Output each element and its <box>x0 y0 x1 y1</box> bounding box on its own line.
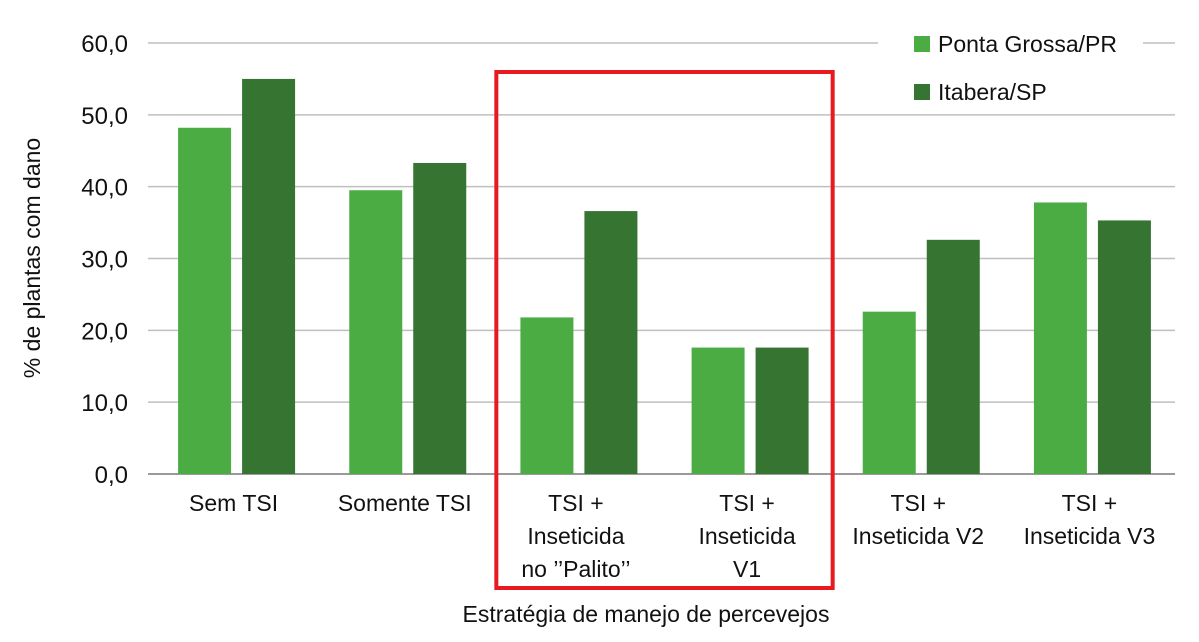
bar-ponta-grossa <box>520 317 574 474</box>
y-tick-label: 30,0 <box>81 247 128 274</box>
y-tick-label: 0,0 <box>95 462 128 489</box>
legend-swatch <box>914 36 930 52</box>
bar-ponta-grossa <box>691 347 745 474</box>
x-axis-title: Estratégia de manejo de percevejos <box>463 601 830 627</box>
highlight-box <box>494 70 835 590</box>
bar-ponta-grossa <box>862 311 916 474</box>
bar-itabera <box>926 239 980 474</box>
bar-itabera <box>584 211 638 474</box>
x-category-label: TSI + Inseticida V2 <box>852 490 984 549</box>
y-tick-label: 20,0 <box>81 318 128 345</box>
bar-ponta-grossa <box>1033 202 1087 474</box>
bar-itabera <box>413 162 467 474</box>
x-category-label: TSI + Inseticida V1 <box>698 490 795 582</box>
y-tick-label: 40,0 <box>81 175 128 202</box>
bar-ponta-grossa <box>178 127 232 474</box>
x-category-label: Somente TSI <box>338 490 472 516</box>
bar-ponta-grossa <box>349 190 403 474</box>
y-tick-labels: 0,0 10,0 20,0 30,0 40,0 50,0 60,0 <box>81 31 128 489</box>
y-tick-label: 60,0 <box>81 31 128 58</box>
legend-label: Ponta Grossa/PR <box>938 31 1117 57</box>
y-axis-title: % de plantas com dano <box>19 138 45 378</box>
legend-swatch <box>914 84 930 100</box>
gridlines <box>148 42 1175 475</box>
legend-label: Itabera/SP <box>938 79 1047 105</box>
bars <box>178 78 1151 475</box>
x-category-labels: Sem TSI Somente TSI TSI + Inseticida no ’’Pa… <box>189 490 1155 582</box>
legend: Ponta Grossa/PR Itabera/SP <box>878 18 1143 106</box>
x-category-label: TSI + Inseticida V3 <box>1024 490 1156 549</box>
y-tick-label: 50,0 <box>81 103 128 130</box>
bar-itabera <box>242 78 296 475</box>
y-tick-label: 10,0 <box>81 390 128 417</box>
x-category-label: Sem TSI <box>189 490 278 516</box>
x-category-label: TSI + Inseticida no ’’Palito’’ <box>521 490 630 582</box>
bar-itabera <box>1097 220 1151 474</box>
bar-itabera <box>755 347 809 474</box>
